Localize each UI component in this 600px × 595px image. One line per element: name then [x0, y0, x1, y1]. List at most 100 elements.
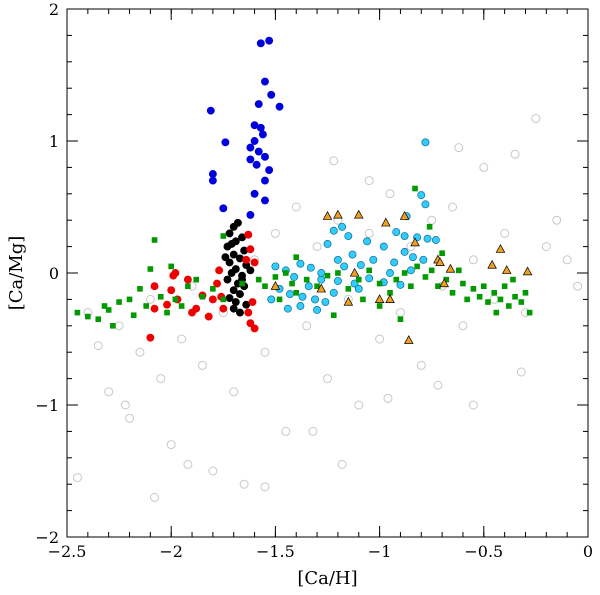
background-field-stars-point — [541, 242, 551, 252]
green-filled-squares — [74, 185, 533, 329]
green-filled-squares-point — [151, 237, 158, 243]
x-axis-title: [Ca/H] — [297, 568, 357, 589]
green-filled-squares-point — [85, 313, 91, 320]
background-field-stars-point — [516, 367, 526, 377]
background-field-stars-point — [552, 215, 562, 225]
orange-triangles-point — [349, 267, 360, 277]
background-field-stars-point — [72, 473, 82, 483]
background-field-stars-point — [448, 202, 458, 212]
cyan-filled-circles-point — [386, 269, 394, 277]
background-field-stars-point — [427, 215, 437, 225]
cyan-filled-circles-point — [323, 240, 332, 248]
green-filled-squares-point — [193, 276, 200, 283]
blue-filled-circles-point — [219, 204, 228, 213]
x-tick-label: −2.5 — [48, 542, 87, 561]
orange-triangles-point — [495, 244, 506, 253]
blue-filled-circles-point — [265, 166, 274, 174]
blue-filled-circles — [206, 36, 284, 219]
background-field-stars-point — [562, 255, 572, 265]
green-filled-squares-point — [289, 280, 295, 287]
orange-triangles-point — [385, 294, 395, 303]
green-filled-squares-point — [510, 276, 516, 283]
cyan-filled-circles-point — [400, 232, 409, 240]
green-filled-squares-point — [501, 283, 508, 289]
blue-filled-circles-point — [250, 189, 259, 198]
green-filled-squares-point — [376, 303, 383, 309]
cyan-filled-circles-point — [290, 273, 299, 281]
red-filled-circles-point — [171, 269, 180, 277]
red-filled-circles-point — [188, 308, 196, 317]
cyan-filled-circles-point — [348, 250, 357, 259]
green-filled-squares-point — [506, 303, 512, 309]
cyan-filled-circles-point — [392, 228, 401, 237]
series-layer — [72, 36, 583, 502]
green-filled-squares-point — [476, 293, 483, 300]
red-filled-circles-point — [213, 279, 221, 288]
green-filled-squares-point — [422, 274, 429, 280]
black-filled-circles-point — [225, 258, 234, 267]
green-filled-squares-point — [455, 267, 462, 274]
blue-filled-circles-point — [265, 36, 274, 45]
blue-filled-circles-point — [221, 138, 230, 147]
background-field-stars-point — [468, 400, 478, 410]
green-filled-squares-point — [172, 296, 179, 303]
blue-filled-circles-point — [275, 102, 284, 111]
background-field-stars-point — [329, 156, 339, 166]
black-filled-circles-point — [225, 229, 234, 238]
green-filled-squares-point — [116, 299, 122, 305]
green-filled-squares-point — [293, 254, 300, 260]
cyan-filled-circles-point — [311, 295, 319, 304]
red-filled-circles-point — [244, 230, 253, 239]
green-filled-squares-point — [526, 309, 533, 316]
orange-triangles-point — [487, 259, 497, 269]
green-filled-squares-point — [460, 280, 466, 287]
black-filled-circles-point — [227, 269, 236, 277]
blue-filled-circles-point — [254, 147, 263, 156]
cyan-filled-circles-point — [333, 276, 342, 285]
red-filled-circles-point — [250, 324, 259, 333]
background-field-stars-point — [364, 228, 374, 238]
green-filled-squares-point — [178, 303, 185, 309]
black-filled-circles-point — [221, 253, 230, 262]
blue-filled-circles-point — [246, 143, 255, 152]
green-filled-squares-point — [512, 293, 518, 300]
background-field-stars-point — [454, 143, 464, 153]
cyan-filled-circles-point — [363, 237, 372, 246]
x-tick-label: 0 — [583, 542, 593, 561]
green-filled-squares-point — [355, 276, 362, 283]
red-filled-circles-point — [250, 258, 259, 267]
red-filled-circles-point — [248, 298, 257, 306]
green-filled-squares-point — [414, 263, 420, 270]
orange-triangles — [270, 209, 533, 344]
black-filled-circles-point — [229, 286, 238, 295]
green-filled-squares-point — [95, 316, 102, 322]
green-filled-squares-point — [101, 303, 108, 309]
green-filled-squares-point — [443, 276, 450, 283]
cyan-filled-circles-point — [369, 255, 378, 264]
red-filled-circles-point — [208, 295, 217, 304]
cyan-filled-circles-point — [333, 255, 342, 264]
green-filled-squares-point — [199, 293, 206, 300]
blue-filled-circles-point — [267, 90, 276, 99]
green-filled-squares-point — [276, 296, 283, 303]
x-tick-label: −1.5 — [256, 542, 295, 561]
cyan-filled-circles-point — [296, 302, 305, 310]
background-field-stars-point — [166, 440, 176, 450]
blue-filled-circles-point — [206, 106, 215, 115]
red-filled-circles-point — [150, 304, 159, 313]
background-field-stars-point — [531, 114, 541, 124]
background-field-stars-point — [406, 242, 416, 252]
green-filled-squares-point — [376, 280, 383, 287]
green-filled-squares-point — [303, 276, 310, 283]
cyan-filled-circles-point — [338, 222, 347, 231]
cyan-filled-circles-point — [317, 269, 326, 277]
green-filled-squares-point — [185, 283, 191, 289]
blue-filled-circles-point — [256, 39, 265, 48]
black-filled-circles-point — [223, 275, 232, 284]
green-filled-squares-point — [324, 272, 331, 279]
green-filled-squares-point — [345, 286, 352, 292]
cyan-filled-circles-point — [419, 255, 428, 264]
background-field-stars-point — [239, 479, 249, 489]
cyan-filled-circles-point — [340, 262, 349, 271]
